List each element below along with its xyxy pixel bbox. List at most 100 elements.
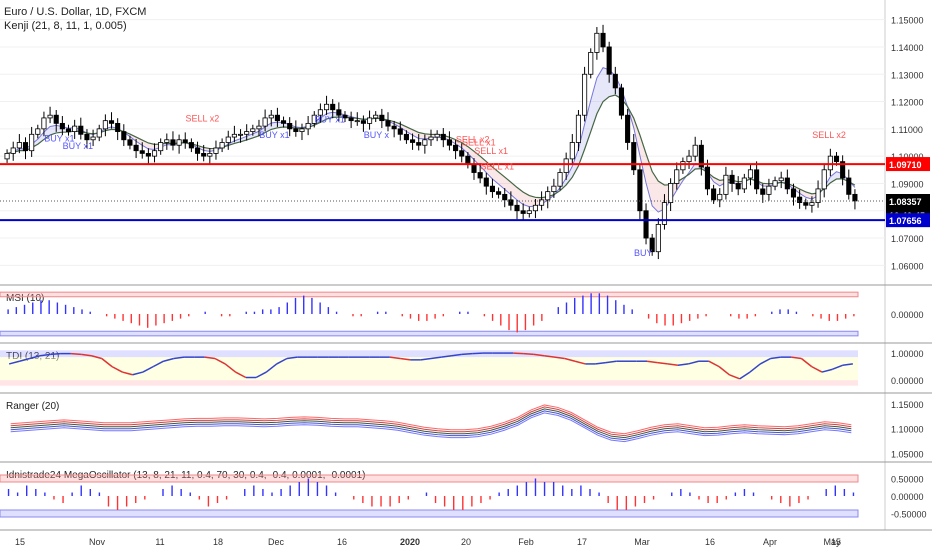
candle-body: [207, 153, 213, 157]
price-tick-label: 1.06000: [891, 261, 924, 271]
tdi-line-segment: [400, 357, 411, 361]
candle-body: [102, 120, 108, 130]
signal-label: SELL x1: [480, 162, 514, 172]
candle-body: [108, 120, 115, 124]
kenji-cloud-segment: [455, 139, 462, 148]
tdi-line-segment: [749, 363, 761, 373]
candle-body: [225, 136, 231, 143]
candle-body: [262, 117, 268, 127]
time-tick-label: 11: [155, 537, 164, 547]
time-tick-label: Nov: [89, 537, 106, 547]
candle-body: [65, 128, 72, 132]
candle-body: [704, 166, 711, 190]
candle-body: [4, 153, 10, 160]
support-price-badge-bg: [886, 213, 930, 228]
candle-body: [674, 169, 680, 184]
candle-body: [176, 139, 182, 146]
tdi-upper-band: [0, 350, 858, 358]
candle-body: [582, 73, 588, 116]
ranger-line: [10, 408, 852, 439]
time-tick-label: 20: [461, 537, 471, 547]
tdi-line-segment: [472, 352, 483, 355]
tdi-line-segment: [811, 365, 823, 373]
candle-body: [545, 191, 551, 201]
candle-body: [686, 155, 692, 163]
candle-body: [35, 128, 41, 135]
candle-body: [299, 128, 305, 132]
candle-body: [164, 139, 170, 143]
candle-body: [133, 144, 139, 152]
tdi-line-segment: [605, 360, 617, 364]
kenji-cloud-segment: [50, 125, 57, 136]
osc-tick-label: 1.10000: [891, 425, 924, 435]
kenji-cloud-segment: [449, 137, 456, 144]
osc-tick-label: 0.50000: [891, 475, 924, 485]
candle-body: [840, 161, 846, 179]
time-tick-label: 2020: [400, 537, 420, 547]
candle-body: [305, 122, 311, 130]
tdi-line-segment: [708, 360, 720, 368]
kenji-cloud-segment: [258, 126, 266, 136]
resistance-price-badge: 1.09710: [889, 160, 922, 170]
kenji-cloud-segment: [320, 113, 327, 123]
candle-body: [422, 139, 428, 146]
candle-body: [754, 169, 760, 190]
time-tick-label: 16: [337, 537, 347, 547]
kenji-cloud-segment: [523, 192, 530, 207]
candle-body: [784, 177, 790, 190]
candle-body: [367, 117, 373, 124]
tdi-line-segment: [286, 356, 298, 360]
candle-body: [72, 125, 78, 132]
candle-body: [680, 161, 686, 171]
tdi-line-segment: [667, 363, 679, 367]
candle-body: [274, 114, 280, 122]
candle-body: [827, 155, 833, 171]
candle-body: [416, 142, 422, 146]
price-tick-label: 1.12000: [891, 98, 924, 108]
candle-body: [121, 131, 127, 141]
tdi-line-segment: [276, 357, 288, 365]
tdi-line-segment: [441, 355, 452, 358]
candle-body: [496, 191, 502, 195]
tdi-line-segment: [513, 352, 524, 355]
candle-body: [84, 133, 90, 141]
resistance-price-badge-bg: [886, 157, 930, 172]
candle-body: [410, 139, 416, 143]
candle-body: [760, 188, 766, 195]
tdi-line-segment: [255, 371, 267, 379]
kenji-cloud-segment: [406, 126, 413, 136]
candle-body: [96, 128, 102, 138]
candle-body: [342, 114, 348, 119]
osc-tick-label: 0.00000: [891, 310, 924, 320]
candle-body: [373, 114, 379, 119]
kenji-cloud-segment: [713, 177, 720, 186]
candle-body: [280, 120, 287, 124]
candle-body: [711, 188, 717, 201]
candle-body: [360, 120, 366, 124]
candle-body: [47, 114, 53, 119]
candle-body: [643, 210, 649, 239]
panel-title: TDI (13, 21): [6, 351, 59, 362]
candle-body: [311, 114, 317, 124]
candle-body: [22, 142, 29, 152]
osc-tick-label: 0.00000: [891, 376, 924, 386]
kenji-cloud-segment: [234, 138, 241, 144]
candle-body: [551, 185, 557, 193]
candle-body: [569, 142, 575, 160]
time-tick-label: Apr: [763, 537, 777, 547]
candle-body: [391, 125, 397, 130]
candle-body: [618, 87, 625, 116]
candle-body: [563, 158, 569, 173]
candle-body: [213, 147, 219, 154]
candle-body: [723, 174, 729, 195]
signal-label: BUY x1: [259, 130, 289, 140]
ranger-line: [10, 404, 852, 435]
candle-body: [600, 32, 606, 48]
kenji-cloud-segment: [467, 146, 475, 160]
symbol-title: Euro / U.S. Dollar, 1D, FXCM: [4, 6, 147, 18]
candle-body: [741, 177, 747, 190]
tdi-line-segment: [646, 360, 658, 364]
tdi-line-segment: [101, 357, 113, 368]
kenji-cloud-segment: [793, 185, 800, 194]
